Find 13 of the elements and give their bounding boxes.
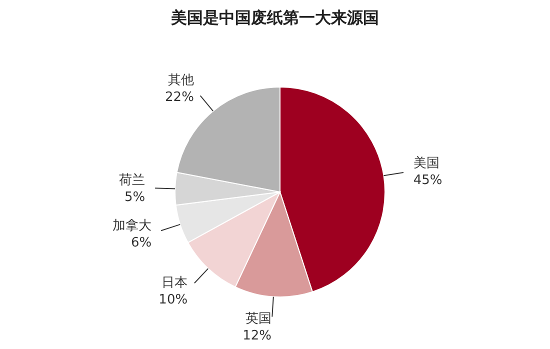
slice-label: 英国 [246,312,272,327]
data-label: 12% [242,328,272,344]
slice-label: 加拿大 [112,218,152,234]
slice-label: 日本 [162,275,188,290]
slice-label: 荷兰 [119,172,146,188]
chart-title: 美国是中国废纸第一大来源国 [170,8,380,29]
slice-label: 其他 [168,72,194,88]
data-label: 10% [158,292,188,308]
data-label: 45% [413,172,442,188]
data-label: 6% [130,236,152,251]
slice-label: 美国 [413,154,440,171]
data-label: 5% [124,190,146,205]
data-label: 22% [165,90,194,105]
